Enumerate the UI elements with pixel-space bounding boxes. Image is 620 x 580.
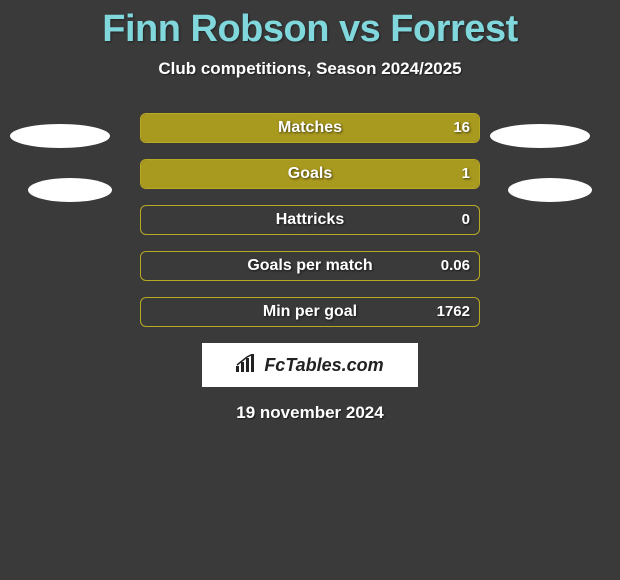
stat-row: Goals per match0.06 [0, 251, 620, 281]
stat-row: Hattricks0 [0, 205, 620, 235]
logo-box: FcTables.com [202, 343, 418, 387]
stat-row: Min per goal1762 [0, 297, 620, 327]
stat-value-right: 16 [453, 113, 470, 143]
bar-track [140, 159, 480, 189]
bar-track [140, 297, 480, 327]
player-disc [10, 124, 110, 148]
bar-fill-right [141, 114, 479, 142]
subtitle: Club competitions, Season 2024/2025 [0, 59, 620, 79]
date-label: 19 november 2024 [0, 403, 620, 423]
stat-value-right: 1762 [437, 297, 470, 327]
logo-chart-icon [236, 354, 258, 377]
player-disc [508, 178, 592, 202]
logo-text: FcTables.com [264, 355, 383, 376]
stat-value-right: 0.06 [441, 251, 470, 281]
player-disc [28, 178, 112, 202]
stat-value-right: 1 [462, 159, 470, 189]
bar-track [140, 113, 480, 143]
bar-fill-right [141, 160, 479, 188]
page-title: Finn Robson vs Forrest [0, 0, 620, 51]
bar-track [140, 251, 480, 281]
stat-value-right: 0 [462, 205, 470, 235]
comparison-infographic: { "title": "Finn Robson vs Forrest", "su… [0, 0, 620, 580]
bar-track [140, 205, 480, 235]
player-disc [490, 124, 590, 148]
